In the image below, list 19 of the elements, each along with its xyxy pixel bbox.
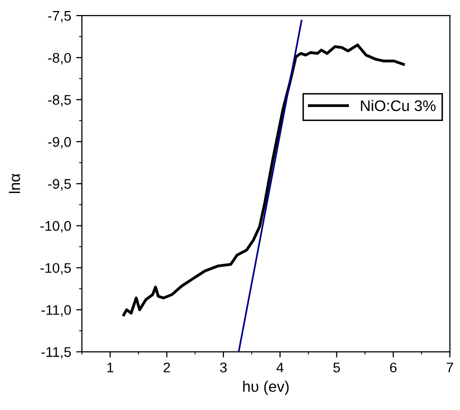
x-tick-label: 4: [276, 362, 284, 372]
x-tick-label: 6: [390, 362, 397, 372]
y-tick-label: -10,5: [40, 263, 71, 275]
y-axis-title: lnα: [8, 174, 20, 194]
x-tick-label: 5: [333, 362, 340, 372]
y-tick-label: -8,5: [48, 94, 71, 106]
y-tick-label: -9,0: [48, 136, 71, 148]
legend-label: NiO:Cu 3%: [360, 100, 436, 112]
x-tick-label: 1: [107, 362, 114, 372]
x-tick-label: 3: [220, 362, 227, 372]
x-tick-label: 7: [446, 362, 454, 372]
y-tick-label: -8,0: [48, 52, 71, 64]
y-tick-label: -11,0: [41, 305, 71, 317]
y-tick-label: -9,5: [48, 179, 71, 190]
y-tick-label: -10,0: [40, 221, 71, 233]
y-tick-label: -7,5: [48, 11, 71, 22]
y-tick-label: -11,5: [41, 347, 71, 359]
x-tick-label: 2: [164, 362, 170, 372]
x-axis-title: hυ (ev): [243, 380, 289, 395]
